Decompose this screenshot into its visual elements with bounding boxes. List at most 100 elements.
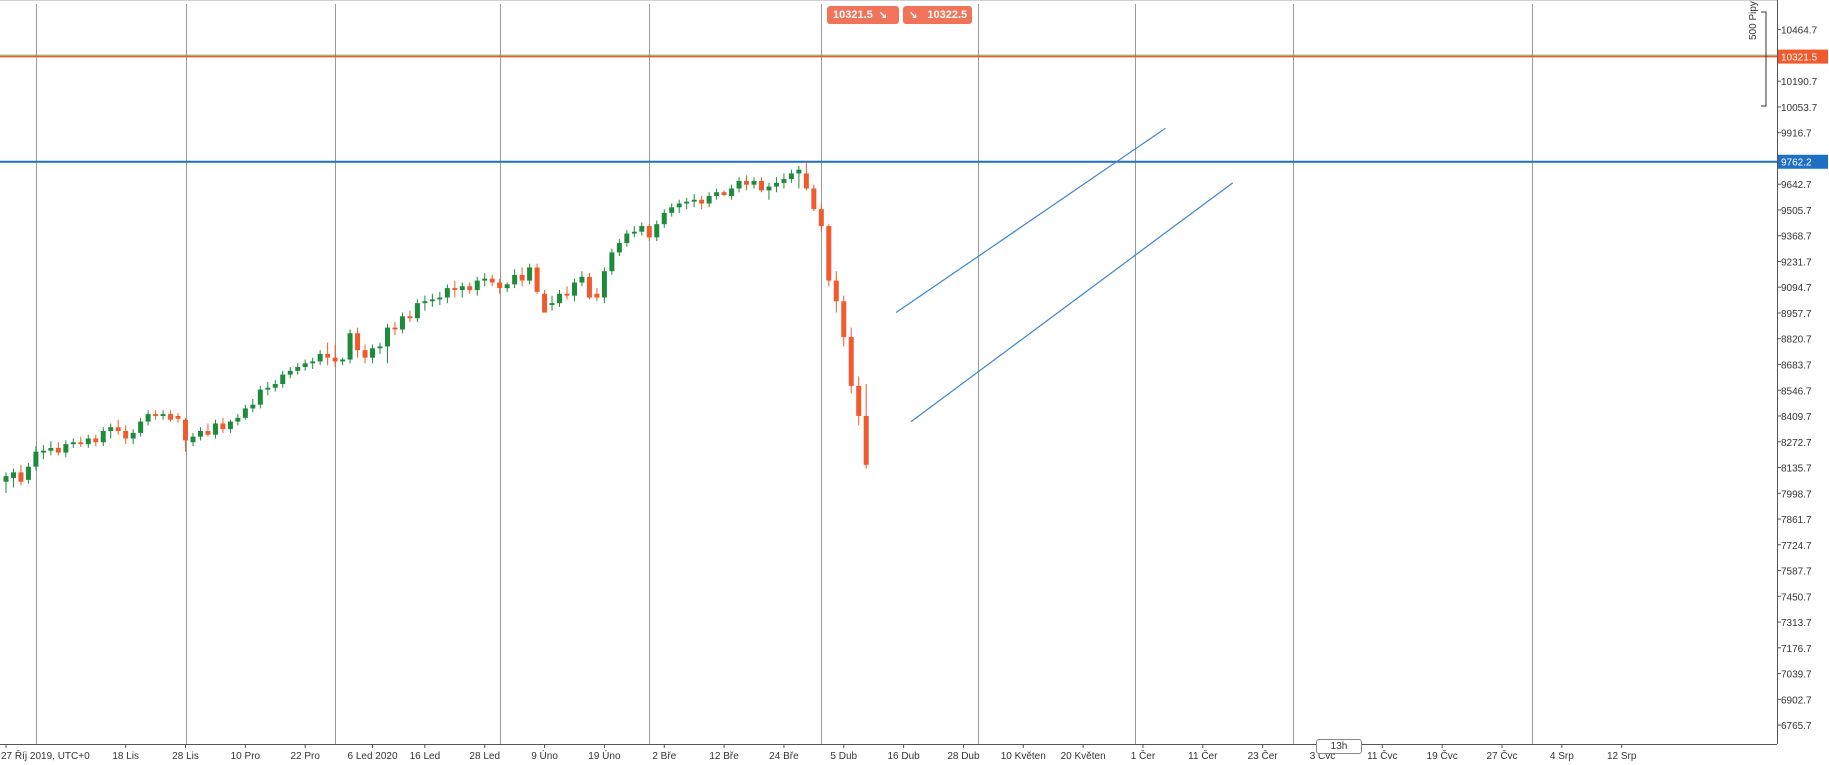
candle-body — [220, 423, 226, 430]
candle-body — [736, 180, 742, 189]
candle — [818, 203, 824, 232]
candle-body — [497, 282, 503, 289]
timeframe-label[interactable]: 13h — [1316, 739, 1362, 754]
horizontal-levels[interactable] — [0, 54, 1777, 163]
candle — [459, 282, 465, 298]
candle — [512, 269, 518, 289]
candle-body — [153, 414, 159, 416]
candle-body — [3, 476, 9, 482]
candle — [317, 350, 323, 366]
price-tick-label: 6902.7 — [1781, 695, 1812, 706]
candle — [85, 434, 91, 448]
candle — [549, 295, 555, 311]
channel-upper-line[interactable] — [895, 127, 1166, 314]
candle-body — [811, 188, 817, 210]
candle-body — [422, 301, 428, 304]
candle — [616, 239, 622, 257]
candle-body — [848, 336, 854, 386]
candle-body — [355, 333, 361, 351]
candle-body — [429, 299, 435, 302]
candle — [190, 432, 196, 447]
candle-body — [512, 274, 518, 285]
candle — [414, 299, 420, 322]
candle-body — [699, 199, 705, 204]
candle-body — [414, 303, 420, 319]
price-tick-label: 9094.7 — [1781, 283, 1812, 294]
candle — [624, 229, 630, 247]
candle — [160, 410, 166, 420]
candle — [751, 177, 757, 189]
price-tick-label: 7450.7 — [1781, 592, 1812, 603]
candle-body — [571, 282, 577, 296]
price-tick-label: 9231.7 — [1781, 257, 1812, 268]
candle-body — [482, 278, 488, 281]
price-tick-label: 8272.7 — [1781, 438, 1812, 449]
candle-body — [197, 430, 203, 437]
candle — [557, 289, 563, 307]
time-tick-label: 4 Srp — [1550, 751, 1574, 762]
candle-body — [78, 442, 84, 445]
candle-body — [542, 293, 548, 313]
candle — [766, 182, 772, 200]
candle — [474, 276, 480, 296]
price-tick-label: 7724.7 — [1781, 541, 1812, 552]
time-tick-label: 11 Čvc — [1367, 749, 1397, 762]
candle — [429, 293, 435, 307]
candle-body — [265, 387, 271, 390]
candle-body — [773, 182, 779, 187]
candle-body — [370, 348, 376, 358]
candle — [325, 342, 331, 366]
ask-quote-button[interactable]: ↘ 10322.5 — [903, 6, 972, 24]
price-channel[interactable] — [895, 127, 1234, 423]
candle — [691, 194, 697, 208]
candle — [153, 410, 159, 420]
candle — [527, 263, 533, 285]
candle — [250, 399, 256, 413]
candle — [811, 184, 817, 212]
candle-body — [25, 466, 31, 480]
time-tick-label: 11 Čer — [1188, 749, 1218, 762]
candle — [220, 417, 226, 433]
candle-body — [527, 267, 533, 281]
bid-quote-button[interactable]: 10321.5 ↘ — [827, 6, 899, 24]
candle-body — [227, 421, 233, 430]
candle-body — [33, 451, 39, 467]
candle — [55, 442, 61, 456]
candle — [579, 271, 585, 287]
candle — [78, 436, 84, 447]
candle-body — [310, 361, 316, 364]
candle — [63, 440, 69, 458]
time-tick-label: 16 Dub — [887, 751, 920, 762]
candle-body — [340, 359, 346, 362]
candle-body — [123, 430, 129, 439]
candle — [18, 464, 24, 486]
candle — [714, 188, 720, 200]
candle-body — [729, 188, 735, 196]
candle-body — [138, 421, 144, 433]
price-tick-label: 9642.7 — [1781, 180, 1812, 191]
candle — [631, 226, 637, 238]
candle — [422, 295, 428, 311]
candle-body — [474, 280, 480, 290]
candle — [676, 199, 682, 213]
candle-body — [803, 173, 809, 189]
price-tick-label: 7039.7 — [1781, 670, 1812, 681]
price-tick-label: 10464.7 — [1781, 26, 1818, 37]
candle-body — [489, 278, 495, 283]
candle — [841, 295, 847, 347]
candle-body — [63, 444, 69, 453]
candle — [736, 177, 742, 193]
time-tick-label: 27 Čvc — [1486, 749, 1517, 762]
channel-lower-line[interactable] — [910, 182, 1234, 423]
candlesticks — [3, 162, 869, 494]
candle-body — [93, 438, 99, 443]
candle-body — [833, 280, 839, 302]
price-tick-label: 9505.7 — [1781, 206, 1812, 217]
gridlines — [0, 0, 1777, 744]
candle — [833, 271, 839, 313]
price-tick-label: 7176.7 — [1781, 644, 1812, 655]
candle-body — [287, 370, 293, 375]
candle — [444, 284, 450, 304]
